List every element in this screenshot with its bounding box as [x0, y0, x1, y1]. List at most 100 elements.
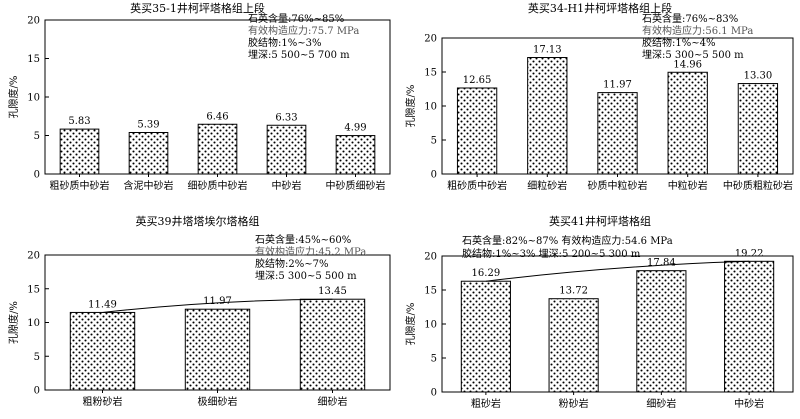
y-tick-label: 10 [424, 102, 437, 113]
bar-chart: 0 5 10 15 20 孔隙度/% 11.49 粗粉砂岩 11.97 极细砂岩 13.45 细砂岩 石… [7, 233, 391, 408]
y-tick-label: 15 [27, 284, 40, 295]
y-tick-label: 15 [27, 54, 40, 65]
y-tick-label: 10 [424, 320, 437, 331]
trend-line [485, 260, 750, 282]
x-tick-label: 砂质中粒砂岩 [588, 179, 648, 192]
annotation-text: 石英含量:76%~83% [642, 12, 738, 25]
y-tick-label: 10 [27, 93, 40, 104]
y-tick-label: 20 [27, 16, 40, 27]
x-tick-label: 中砂质细砂岩 [326, 179, 386, 192]
y-axis-label: 孔隙度/% [7, 301, 20, 344]
x-tick-label: 粉砂岩 [559, 397, 589, 410]
annotation-text: 埋深:5 300~5 500 m [642, 49, 744, 61]
bar [548, 298, 599, 393]
bar-value-label: 13.45 [318, 286, 347, 297]
bar [460, 280, 511, 393]
bar-chart: 0 5 10 15 20 孔隙度/% 12.65 粗砂质中砂岩 17.13 细粒砂岩 11.97 砂质… [404, 12, 794, 192]
x-tick-label: 中砂质粗粒砂岩 [723, 179, 793, 192]
bar [597, 92, 638, 175]
x-tick-label: 细砂岩 [318, 395, 348, 408]
annotation-text: 埋深:5 500~5 700 m [248, 49, 350, 61]
y-tick-label: 0 [34, 386, 40, 397]
bar-value-label: 16.29 [472, 268, 501, 279]
bar-value-label: 13.72 [559, 286, 588, 297]
annotation-text: 有效构造应力:45.2 MPa [255, 245, 366, 258]
chart-panel-4: 英买41井柯坪塔格组 0 5 10 15 20 孔隙度/% 16.29 粗砂岩 13.72 粉砂岩… [400, 213, 800, 419]
x-tick-label: 中砂岩 [734, 397, 764, 410]
annotation-text: 石英含量:76%~85% [248, 12, 344, 25]
y-tick-label: 5 [34, 352, 40, 363]
bar [128, 131, 169, 175]
bar [59, 128, 100, 175]
chart-title: 英买41井柯坪塔格组 [549, 215, 651, 228]
bar [456, 87, 498, 175]
x-tick-label: 中砂岩 [272, 179, 302, 192]
y-axis-label: 孔隙度/% [404, 303, 417, 346]
annotation-text: 石英含量:45%~60% [255, 233, 351, 246]
bar [636, 270, 687, 393]
bar-value-label: 13.30 [744, 71, 773, 82]
x-tick-label: 粗粉砂岩 [83, 395, 123, 408]
x-tick-label: 含泥中砂岩 [124, 179, 174, 192]
y-tick-label: 5 [34, 131, 40, 142]
annotation-text: 胶结物:1%~3% 埋深:5 200~5 300 m [462, 247, 641, 260]
bar-value-label: 11.97 [603, 80, 632, 91]
bar [335, 135, 376, 175]
bar-value-label: 17.13 [533, 45, 562, 56]
bar-value-label: 14.96 [673, 59, 702, 70]
x-tick-label: 细砂质中砂岩 [188, 179, 248, 192]
bar-value-label: 6.46 [206, 111, 228, 122]
x-tick-label: 粗砂质中砂岩 [447, 179, 507, 192]
annotation-text: 有效构造应力:56.1 MPa [642, 24, 753, 37]
y-tick-label: 10 [27, 318, 40, 329]
y-tick-label: 20 [424, 252, 437, 263]
bar-value-label: 11.97 [203, 296, 232, 307]
annotation-text: 石英含量:82%~87% 有效构造应力:54.6 MPa [462, 234, 673, 247]
chart-title: 英买34-H1井柯坪塔格组上段 [527, 2, 673, 15]
y-tick-label: 0 [34, 170, 40, 181]
bar [299, 298, 366, 391]
bar [197, 123, 238, 175]
chart-title: 英买39井塔塔埃尔塔格组 [135, 215, 260, 228]
bar-chart: 0 5 10 15 20 孔隙度/% 5.83 粗砂质中砂岩 5.39 含泥中砂岩 6.46 细砂质中… [7, 12, 391, 192]
y-tick-label: 0 [431, 170, 437, 181]
annotation-text: 胶结物:1%~3% [248, 36, 321, 49]
y-tick-label: 15 [424, 286, 437, 297]
bar-value-label: 5.39 [137, 119, 159, 130]
chart-panel-3: 英买39井塔塔埃尔塔格组 0 5 10 15 20 孔隙度/% 11.49 粗粉砂岩 11.97… [0, 213, 395, 419]
bar-value-label: 17.84 [647, 258, 676, 269]
bar-value-label: 4.99 [344, 123, 366, 134]
x-tick-label: 中粒砂岩 [668, 179, 708, 192]
bar [184, 308, 251, 391]
bar [737, 83, 779, 175]
chart-panel-1: 英买35-1井柯坪塔格组上段 0 5 10 15 20 孔隙度/% 5.83 粗砂质中砂岩 5.… [0, 0, 395, 205]
bar [69, 311, 136, 391]
x-tick-label: 粗砂岩 [471, 397, 501, 410]
annotation-text: 埋深:5 300~5 500 m [255, 270, 357, 282]
chart-panel-2: 英买34-H1井柯坪塔格组上段 0 5 10 15 20 孔隙度/% 12.65 粗砂质中砂岩… [400, 0, 800, 205]
bar [667, 71, 708, 175]
x-tick-label: 粗砂质中砂岩 [50, 179, 110, 192]
y-tick-label: 20 [424, 34, 437, 45]
x-tick-label: 细砂岩 [646, 397, 676, 410]
chart-title: 英买35-1井柯坪塔格组上段 [130, 2, 265, 15]
bar-value-label: 19.22 [735, 248, 764, 259]
y-axis-label: 孔隙度/% [7, 76, 20, 119]
y-tick-label: 0 [431, 388, 437, 399]
annotation-text: 有效构造应力:75.7 MPa [248, 24, 359, 37]
bar [266, 124, 307, 175]
x-tick-label: 细粒砂岩 [527, 179, 567, 192]
bar-value-label: 11.49 [88, 299, 117, 310]
bar-value-label: 6.33 [275, 112, 297, 123]
x-tick-label: 极细砂岩 [198, 395, 238, 408]
y-tick-label: 5 [431, 136, 437, 147]
bar-value-label: 5.83 [68, 116, 90, 127]
annotation-text: 胶结物:2%~7% [255, 257, 328, 270]
trend-line [102, 298, 333, 313]
y-tick-label: 5 [431, 354, 437, 365]
annotation-text: 胶结物:1%~4% [642, 36, 715, 49]
bar-value-label: 12.65 [463, 75, 492, 86]
y-tick-label: 20 [27, 251, 40, 262]
y-tick-label: 15 [424, 68, 437, 79]
y-axis-label: 孔隙度/% [404, 85, 417, 128]
